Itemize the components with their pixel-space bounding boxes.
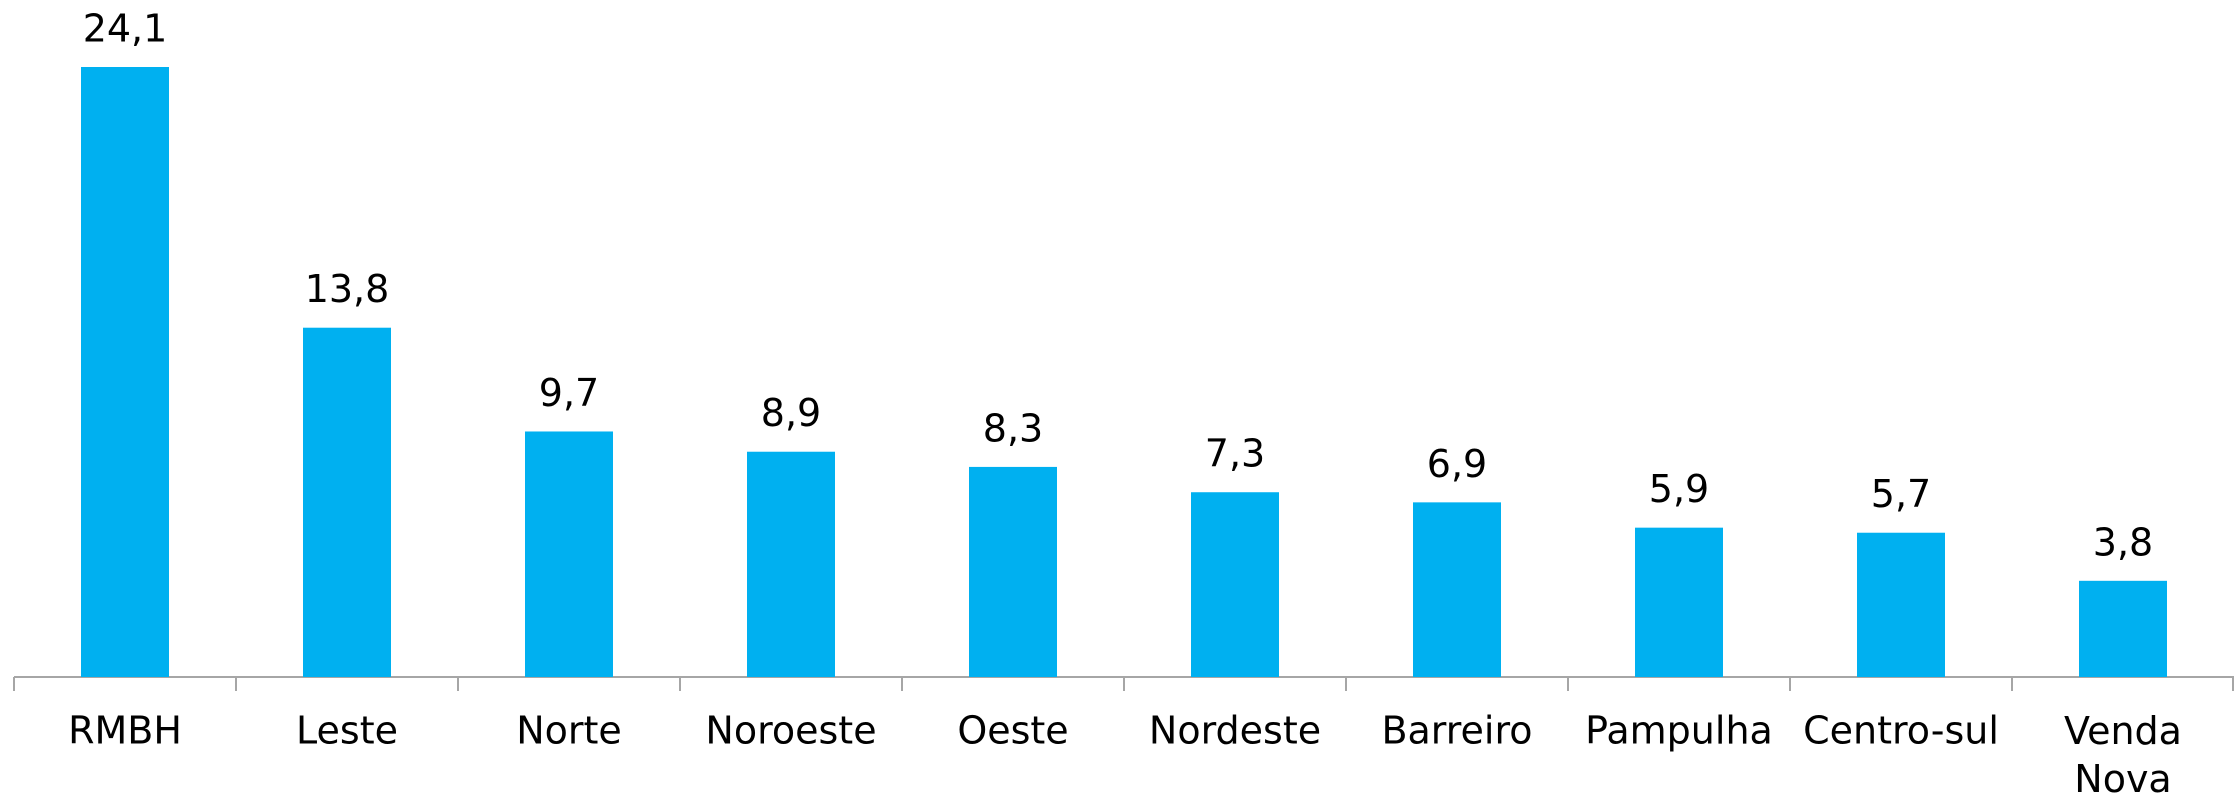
x-tick-label: Norte xyxy=(516,709,622,753)
data-label: 5,9 xyxy=(1649,467,1709,511)
x-tick-label: Nordeste xyxy=(1149,709,1321,753)
bar xyxy=(1191,492,1279,677)
bar xyxy=(1635,527,1723,677)
data-label: 8,9 xyxy=(761,391,821,435)
data-label: 5,7 xyxy=(1871,472,1931,516)
data-label: 24,1 xyxy=(83,7,168,51)
bar xyxy=(303,327,391,677)
data-label: 8,3 xyxy=(983,406,1043,450)
data-label: 3,8 xyxy=(2093,520,2153,564)
x-tick-label: RMBH xyxy=(68,709,182,753)
bar xyxy=(525,431,613,677)
x-tick-label: Oeste xyxy=(957,709,1068,753)
bar xyxy=(1857,532,1945,677)
data-label: 9,7 xyxy=(539,371,599,415)
x-tick-label: Centro-sul xyxy=(1803,709,1999,753)
x-tick-label: Pampulha xyxy=(1585,709,1773,753)
data-label: 7,3 xyxy=(1205,432,1265,476)
x-tick-label: Venda Nova xyxy=(2064,709,2182,801)
data-label: 6,9 xyxy=(1427,442,1487,486)
bar xyxy=(969,466,1057,677)
bar xyxy=(81,67,169,677)
x-tick-label: Noroeste xyxy=(705,709,876,753)
bar xyxy=(747,451,835,677)
bar xyxy=(2079,580,2167,677)
bar xyxy=(1413,502,1501,677)
data-label: 13,8 xyxy=(305,267,390,311)
x-tick-label: Barreiro xyxy=(1381,709,1532,753)
x-tick-label: Leste xyxy=(296,709,398,753)
